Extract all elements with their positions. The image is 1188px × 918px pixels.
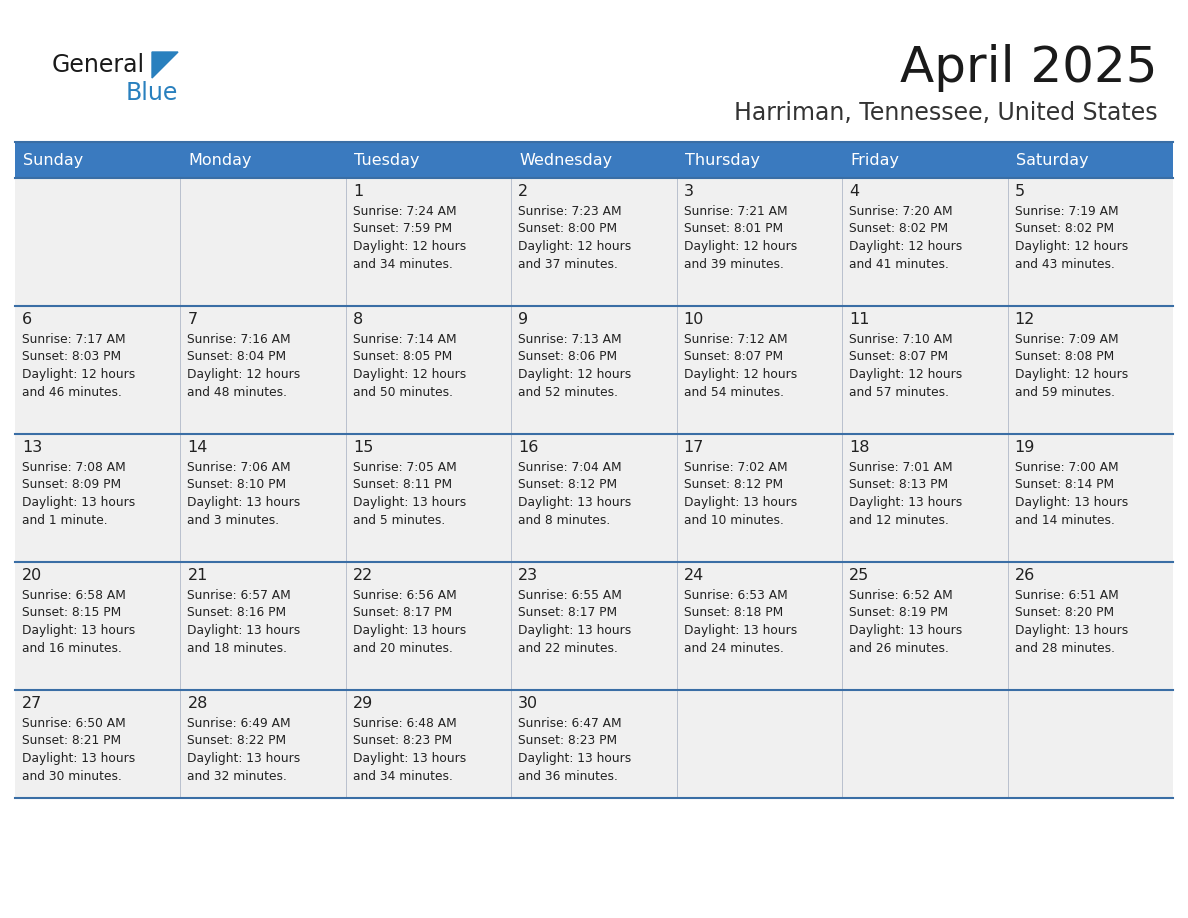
Text: 16: 16 [518, 440, 538, 454]
Bar [15, 562, 1173, 690]
Text: Sunrise: 7:10 AM
Sunset: 8:07 PM
Daylight: 12 hours
and 57 minutes.: Sunrise: 7:10 AM Sunset: 8:07 PM Dayligh… [849, 333, 962, 398]
Text: Monday: Monday [189, 152, 252, 167]
Bar [1007, 142, 1173, 178]
Text: 2: 2 [518, 184, 529, 198]
Text: Sunrise: 6:49 AM
Sunset: 8:22 PM
Daylight: 13 hours
and 32 minutes.: Sunrise: 6:49 AM Sunset: 8:22 PM Dayligh… [188, 717, 301, 782]
Text: 20: 20 [23, 567, 43, 583]
Text: Sunrise: 7:24 AM
Sunset: 7:59 PM
Daylight: 12 hours
and 34 minutes.: Sunrise: 7:24 AM Sunset: 7:59 PM Dayligh… [353, 205, 466, 271]
Text: Sunrise: 6:57 AM
Sunset: 8:16 PM
Daylight: 13 hours
and 18 minutes.: Sunrise: 6:57 AM Sunset: 8:16 PM Dayligh… [188, 589, 301, 655]
Text: Sunrise: 6:51 AM
Sunset: 8:20 PM
Daylight: 13 hours
and 28 minutes.: Sunrise: 6:51 AM Sunset: 8:20 PM Dayligh… [1015, 589, 1127, 655]
Text: Sunrise: 7:02 AM
Sunset: 8:12 PM
Daylight: 13 hours
and 10 minutes.: Sunrise: 7:02 AM Sunset: 8:12 PM Dayligh… [684, 461, 797, 527]
Text: Sunrise: 6:53 AM
Sunset: 8:18 PM
Daylight: 13 hours
and 24 minutes.: Sunrise: 6:53 AM Sunset: 8:18 PM Dayligh… [684, 589, 797, 655]
Text: Sunday: Sunday [23, 152, 83, 167]
Text: 13: 13 [23, 440, 43, 454]
Text: Sunrise: 6:58 AM
Sunset: 8:15 PM
Daylight: 13 hours
and 16 minutes.: Sunrise: 6:58 AM Sunset: 8:15 PM Dayligh… [23, 589, 135, 655]
Text: Sunrise: 7:01 AM
Sunset: 8:13 PM
Daylight: 13 hours
and 12 minutes.: Sunrise: 7:01 AM Sunset: 8:13 PM Dayligh… [849, 461, 962, 527]
Bar [181, 142, 346, 178]
Bar [15, 690, 1173, 798]
Bar [346, 142, 511, 178]
Text: Sunrise: 6:48 AM
Sunset: 8:23 PM
Daylight: 13 hours
and 34 minutes.: Sunrise: 6:48 AM Sunset: 8:23 PM Dayligh… [353, 717, 466, 782]
Text: Sunrise: 6:55 AM
Sunset: 8:17 PM
Daylight: 13 hours
and 22 minutes.: Sunrise: 6:55 AM Sunset: 8:17 PM Dayligh… [518, 589, 632, 655]
Text: 29: 29 [353, 696, 373, 711]
Text: Thursday: Thursday [684, 152, 759, 167]
Bar [677, 142, 842, 178]
Bar [511, 142, 677, 178]
Text: 30: 30 [518, 696, 538, 711]
Bar [15, 142, 181, 178]
Text: Sunrise: 7:19 AM
Sunset: 8:02 PM
Daylight: 12 hours
and 43 minutes.: Sunrise: 7:19 AM Sunset: 8:02 PM Dayligh… [1015, 205, 1127, 271]
Text: Sunrise: 7:12 AM
Sunset: 8:07 PM
Daylight: 12 hours
and 54 minutes.: Sunrise: 7:12 AM Sunset: 8:07 PM Dayligh… [684, 333, 797, 398]
Bar [842, 142, 1007, 178]
Text: General: General [52, 53, 145, 77]
Text: 24: 24 [684, 567, 704, 583]
Text: 5: 5 [1015, 184, 1025, 198]
Text: 18: 18 [849, 440, 870, 454]
Text: Tuesday: Tuesday [354, 152, 419, 167]
Text: Sunrise: 7:08 AM
Sunset: 8:09 PM
Daylight: 13 hours
and 1 minute.: Sunrise: 7:08 AM Sunset: 8:09 PM Dayligh… [23, 461, 135, 527]
Text: Sunrise: 7:05 AM
Sunset: 8:11 PM
Daylight: 13 hours
and 5 minutes.: Sunrise: 7:05 AM Sunset: 8:11 PM Dayligh… [353, 461, 466, 527]
Text: Sunrise: 7:17 AM
Sunset: 8:03 PM
Daylight: 12 hours
and 46 minutes.: Sunrise: 7:17 AM Sunset: 8:03 PM Dayligh… [23, 333, 135, 398]
Text: April 2025: April 2025 [901, 44, 1158, 92]
Text: Sunrise: 6:50 AM
Sunset: 8:21 PM
Daylight: 13 hours
and 30 minutes.: Sunrise: 6:50 AM Sunset: 8:21 PM Dayligh… [23, 717, 135, 782]
Text: 17: 17 [684, 440, 704, 454]
Text: Blue: Blue [126, 81, 178, 105]
Text: 27: 27 [23, 696, 43, 711]
Text: Sunrise: 6:52 AM
Sunset: 8:19 PM
Daylight: 13 hours
and 26 minutes.: Sunrise: 6:52 AM Sunset: 8:19 PM Dayligh… [849, 589, 962, 655]
Text: Sunrise: 7:23 AM
Sunset: 8:00 PM
Daylight: 12 hours
and 37 minutes.: Sunrise: 7:23 AM Sunset: 8:00 PM Dayligh… [518, 205, 632, 271]
Text: Sunrise: 7:06 AM
Sunset: 8:10 PM
Daylight: 13 hours
and 3 minutes.: Sunrise: 7:06 AM Sunset: 8:10 PM Dayligh… [188, 461, 301, 527]
Text: 8: 8 [353, 311, 364, 327]
Text: 10: 10 [684, 311, 704, 327]
Text: Sunrise: 7:09 AM
Sunset: 8:08 PM
Daylight: 12 hours
and 59 minutes.: Sunrise: 7:09 AM Sunset: 8:08 PM Dayligh… [1015, 333, 1127, 398]
Text: 7: 7 [188, 311, 197, 327]
Bar [15, 434, 1173, 562]
Polygon shape [152, 52, 178, 78]
Text: 11: 11 [849, 311, 870, 327]
Text: Sunrise: 6:47 AM
Sunset: 8:23 PM
Daylight: 13 hours
and 36 minutes.: Sunrise: 6:47 AM Sunset: 8:23 PM Dayligh… [518, 717, 632, 782]
Text: Sunrise: 7:00 AM
Sunset: 8:14 PM
Daylight: 13 hours
and 14 minutes.: Sunrise: 7:00 AM Sunset: 8:14 PM Dayligh… [1015, 461, 1127, 527]
Text: 1: 1 [353, 184, 364, 198]
Text: Friday: Friday [851, 152, 899, 167]
Text: 9: 9 [518, 311, 529, 327]
Text: 4: 4 [849, 184, 859, 198]
Text: 21: 21 [188, 567, 208, 583]
Text: Sunrise: 7:20 AM
Sunset: 8:02 PM
Daylight: 12 hours
and 41 minutes.: Sunrise: 7:20 AM Sunset: 8:02 PM Dayligh… [849, 205, 962, 271]
Text: 12: 12 [1015, 311, 1035, 327]
Text: 3: 3 [684, 184, 694, 198]
Text: Sunrise: 7:14 AM
Sunset: 8:05 PM
Daylight: 12 hours
and 50 minutes.: Sunrise: 7:14 AM Sunset: 8:05 PM Dayligh… [353, 333, 466, 398]
Text: 15: 15 [353, 440, 373, 454]
Text: Sunrise: 7:16 AM
Sunset: 8:04 PM
Daylight: 12 hours
and 48 minutes.: Sunrise: 7:16 AM Sunset: 8:04 PM Dayligh… [188, 333, 301, 398]
Text: Sunrise: 7:13 AM
Sunset: 8:06 PM
Daylight: 12 hours
and 52 minutes.: Sunrise: 7:13 AM Sunset: 8:06 PM Dayligh… [518, 333, 632, 398]
Text: 23: 23 [518, 567, 538, 583]
Text: Sunrise: 7:21 AM
Sunset: 8:01 PM
Daylight: 12 hours
and 39 minutes.: Sunrise: 7:21 AM Sunset: 8:01 PM Dayligh… [684, 205, 797, 271]
Text: 25: 25 [849, 567, 870, 583]
Text: 28: 28 [188, 696, 208, 711]
Text: Sunrise: 7:04 AM
Sunset: 8:12 PM
Daylight: 13 hours
and 8 minutes.: Sunrise: 7:04 AM Sunset: 8:12 PM Dayligh… [518, 461, 632, 527]
Text: Saturday: Saturday [1016, 152, 1088, 167]
Text: 22: 22 [353, 567, 373, 583]
Text: Harriman, Tennessee, United States: Harriman, Tennessee, United States [734, 101, 1158, 125]
Text: Wednesday: Wednesday [519, 152, 612, 167]
Text: 14: 14 [188, 440, 208, 454]
Bar [15, 178, 1173, 306]
Text: 19: 19 [1015, 440, 1035, 454]
Text: 6: 6 [23, 311, 32, 327]
Text: Sunrise: 6:56 AM
Sunset: 8:17 PM
Daylight: 13 hours
and 20 minutes.: Sunrise: 6:56 AM Sunset: 8:17 PM Dayligh… [353, 589, 466, 655]
Text: 26: 26 [1015, 567, 1035, 583]
Bar [15, 306, 1173, 434]
